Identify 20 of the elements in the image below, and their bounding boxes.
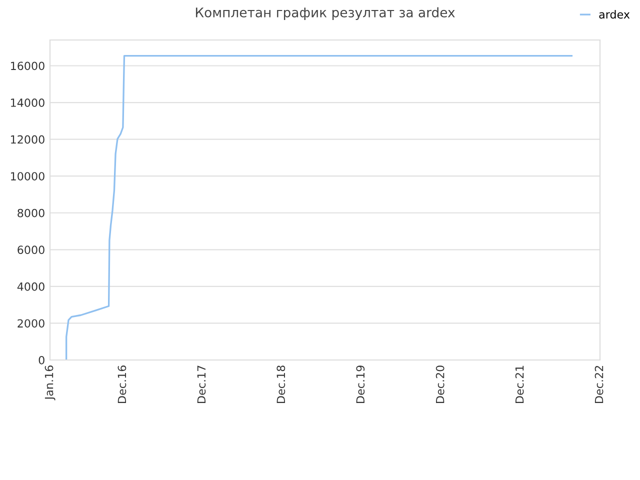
x-tick-label: Dec.19 — [356, 366, 365, 403]
y-tick-label: 16000 — [11, 62, 44, 70]
x-tick-label: Jan.16 — [44, 366, 56, 400]
y-tick-label: 10000 — [11, 172, 44, 180]
line-series — [65, 54, 573, 360]
x-tick-label: Dec.16 — [118, 366, 126, 403]
x-tick-label: Dec.18 — [276, 366, 286, 403]
legend-label: ardex — [599, 10, 630, 19]
chart-title: Комплетан график резултат за ardex — [196, 7, 455, 20]
y-tick-label: 2000 — [18, 319, 44, 328]
x-tick-label: Dec.20 — [436, 366, 444, 403]
x-tick-label: Dec.17 — [197, 366, 206, 403]
y-tick-label: 14000 — [11, 98, 44, 107]
x-tick-label: Dec.22 — [594, 366, 604, 403]
y-tick-label: 6000 — [18, 246, 44, 254]
y-tick-label: 12000 — [11, 135, 44, 144]
y-tick-label: 8000 — [18, 208, 44, 218]
x-tick-label: Dec.21 — [515, 366, 524, 403]
y-tick-label: 0 — [38, 356, 44, 364]
y-tick-label: 4000 — [17, 282, 44, 291]
